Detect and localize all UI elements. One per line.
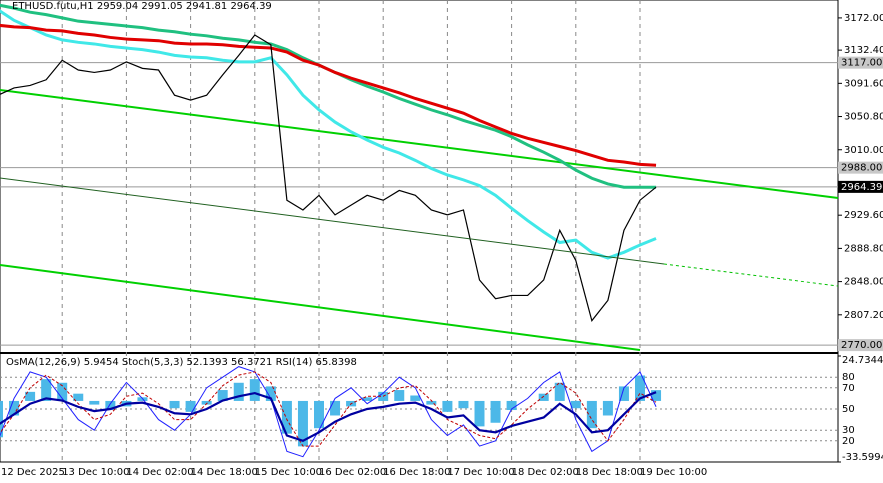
osma-bar: [410, 395, 421, 401]
y-tick-label: 3050.80: [844, 112, 883, 123]
level-box: [838, 56, 883, 69]
plot-frame: [0, 0, 839, 463]
y-tick-label: 2929.60: [844, 210, 883, 221]
x-tick-label: 13 Dec 10:00: [62, 467, 129, 478]
level-label: 3117.00: [841, 58, 882, 69]
osma-bar: [394, 390, 405, 401]
osma-bar: [89, 400, 100, 405]
y2-tick-label: 24.7344: [842, 355, 883, 366]
indicator-line: [0, 391, 657, 442]
level-label: 2964.39: [841, 182, 882, 193]
series-line: [0, 34, 657, 322]
osma-bar: [217, 390, 228, 401]
osma-bar: [249, 379, 260, 401]
y-tick-label: 2807.20: [844, 310, 883, 321]
chart-title: ETHUSD.futu,H1 2959.04 2991.05 2941.81 2…: [12, 1, 272, 12]
trend-line: [0, 177, 665, 265]
y-tick-label: 70: [842, 383, 855, 394]
trend-line: [0, 89, 839, 199]
osma-bar: [73, 393, 84, 401]
level-label: 2988.00: [841, 163, 882, 174]
y-tick-label: 2888.80: [844, 243, 883, 254]
osma-bar: [538, 393, 549, 401]
osma-bar: [330, 400, 341, 416]
osma-bar: [105, 400, 116, 411]
level-box: [838, 180, 883, 193]
x-tick-label: 12 Dec 2025: [1, 467, 65, 478]
indicator-line: [0, 366, 657, 458]
x-tick-label: 14 Dec 18:00: [191, 467, 258, 478]
y2-tick-label: -33.5994: [842, 452, 883, 463]
osma-bar: [185, 400, 196, 412]
y-tick-label: 2848.00: [844, 277, 883, 288]
osma-bar: [281, 400, 292, 434]
y-tick-label: 3172.00: [844, 13, 883, 24]
osma-bar: [9, 400, 20, 416]
osma-bar: [426, 400, 437, 405]
osma-bar: [25, 391, 36, 401]
osma-bar: [442, 400, 453, 412]
x-tick-label: 19 Dec 10:00: [640, 467, 707, 478]
osma-bar: [618, 386, 629, 401]
osma-bar: [651, 390, 662, 401]
y-tick-label: 80: [842, 372, 855, 383]
indicator-title: OsMA(12,26,9) 5.9454 Stoch(5,3,3) 52.139…: [6, 357, 357, 368]
osma-bar: [233, 382, 244, 401]
trend-line: [0, 264, 641, 351]
osma-bar: [490, 400, 501, 423]
x-tick-label: 18 Dec 18:00: [576, 467, 643, 478]
osma-bar: [458, 400, 469, 409]
osma-bar: [602, 400, 613, 416]
trend-line: [663, 263, 839, 287]
osma-bar: [506, 400, 517, 411]
indicator-line: [0, 371, 657, 447]
level-box: [838, 339, 883, 352]
x-tick-label: 17 Dec 10:00: [447, 467, 514, 478]
osma-bar: [201, 400, 212, 405]
osma-bar: [570, 400, 581, 409]
series-line: [0, 23, 657, 167]
y-tick-label: 50: [842, 404, 855, 415]
osma-bar: [362, 397, 373, 401]
level-box: [838, 161, 883, 174]
y-tick-label: 3010.00: [844, 145, 883, 156]
series-line: [0, 9, 657, 260]
osma-bar: [554, 382, 565, 401]
osma-bar: [0, 400, 3, 438]
y-tick-label: 30: [842, 425, 855, 436]
osma-bar: [57, 382, 68, 401]
y-tick-label: 20: [842, 436, 855, 447]
y-tick-label: 3132.40: [844, 45, 883, 56]
osma-bar: [169, 400, 180, 409]
x-tick-label: 16 Dec 02:00: [319, 467, 386, 478]
osma-bar: [586, 400, 597, 429]
x-tick-label: 18 Dec 02:00: [512, 467, 579, 478]
y-tick-label: 3091.60: [844, 78, 883, 89]
osma-bar: [297, 400, 308, 447]
osma-bar: [314, 400, 324, 429]
x-tick-label: 16 Dec 18:00: [383, 467, 450, 478]
osma-bar: [474, 400, 485, 427]
osma-bar: [635, 375, 645, 401]
osma-bar: [41, 379, 52, 401]
osma-bar: [265, 386, 276, 401]
x-tick-label: 15 Dec 10:00: [255, 467, 322, 478]
level-label: 2770.00: [841, 340, 882, 351]
x-tick-label: 14 Dec 02:00: [126, 467, 193, 478]
